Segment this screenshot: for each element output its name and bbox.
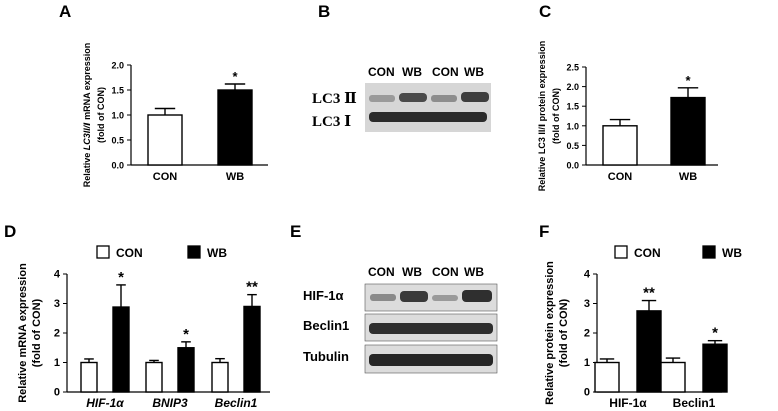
y-axis-title-part-a: Relative [82,150,92,187]
significance-d-wb-1: * [183,326,189,343]
bar-d-wb-2 [243,305,261,393]
blot-e-lane-1: CON [368,265,395,279]
blot-b-lane-1: CON [368,65,395,79]
y-tick-label-c: 0.5 [566,141,579,151]
x-tick-label-f: HIF-1α [609,396,647,410]
significance-f-wb-0: ** [643,285,655,302]
y-tick-label-f: 0 [584,387,590,399]
significance-a-1: * [232,69,238,84]
y-tick-label-f: 2 [584,328,590,340]
legend-swatch-f-wb [702,245,716,259]
significance-d-wb-0: * [118,269,124,286]
panel-label-d: D [4,222,16,241]
y-tick-label-d: 0 [54,387,60,399]
y-axis-subtitle-d: (fold of CON) [31,298,43,367]
bar-a-0 [147,114,183,166]
y-tick-label-a: 0.0 [111,161,124,171]
bar-d-con-2 [211,361,229,393]
y-tick-label-d: 1 [54,357,60,369]
blot-e-row-tubulin: Tubulin [303,349,349,364]
bar-f-wb-1 [702,343,728,393]
bar-c-0 [602,125,638,166]
bar-d-con-1 [145,361,163,393]
blot-e-bands [369,290,493,366]
y-tick-label-d: 3 [54,298,60,310]
blot-e-lane-3: CON [432,265,459,279]
y-tick-label-c: 2.0 [566,82,579,92]
y-tick-label-d: 4 [54,269,61,281]
legend-swatch-f-con [614,245,628,259]
y-axis-title-f: Relative protein expression [544,261,556,405]
legend-label-f-wb: WB [722,246,742,260]
y-axis-subtitle-c: (fold of CON) [551,88,561,144]
panel-label-e: E [290,222,301,241]
bar-f-wb-0 [636,310,662,393]
blot-b-row-lc3-i: LC3 Ⅰ [312,114,351,130]
blot-b: CON WB CON WB LC3 Ⅱ LC3 Ⅰ [312,65,491,132]
y-tick-label-a: 1.0 [111,111,124,121]
chart-f: 0 1 2 3 4 Relative protein expression (fold of… [544,245,742,410]
chart-a: 0.0 0.5 1.0 1.5 2.0 Relative LC3II/Ⅰ mRNA exp… [82,43,268,188]
y-tick-label-c: 1.5 [566,102,579,112]
y-tick-label-f: 4 [584,269,591,281]
x-tick-label-c: CON [608,171,633,183]
y-tick-label-a: 1.5 [111,86,124,96]
x-tick-label-d: BNIP3 [152,396,188,410]
y-tick-label-a: 0.5 [111,136,124,146]
y-tick-label-f: 3 [584,298,590,310]
x-tick-label-f: Beclin1 [673,396,716,410]
bar-c-1 [670,96,706,166]
legend-label-d-wb: WB [207,246,227,260]
y-axis-title-part-a: LC3II/Ⅰ [82,122,92,151]
chart-c: 0.0 0.5 1.0 1.5 2.0 2.5 Relative LC3 II/Ⅰ prot… [537,41,718,191]
panel-label-c: C [539,2,551,21]
legend-swatch-d-con [96,245,110,259]
x-tick-label-d: Beclin1 [215,396,258,410]
bar-d-con-0 [80,361,98,393]
blot-e-row-beclin1: Beclin1 [303,318,349,333]
legend-label-f-con: CON [634,246,661,260]
y-tick-label-a: 2.0 [111,61,124,71]
y-tick-label-c: 0.0 [566,161,579,171]
x-tick-label-a: WB [226,171,244,183]
y-axis-subtitle-f: (fold of CON) [558,298,570,367]
legend-label-d-con: CON [116,246,143,260]
y-axis-title-part-a: mRNA expression [82,43,92,123]
panel-label-b: B [318,2,330,21]
x-tick-label-c: WB [679,171,697,183]
y-axis-subtitle-a: (fold of CON) [96,87,106,143]
blot-e-row-hif: HIF-1α [303,288,344,303]
x-tick-label-d: HIF-1α [86,396,124,410]
blot-b-lane-3: CON [432,65,459,79]
panel-label-a: A [59,2,71,21]
y-tick-label-c: 1.0 [566,121,579,131]
significance-c-1: * [685,73,691,88]
blot-b-membrane [365,83,491,132]
blot-e-lane-2: WB [402,265,422,279]
y-tick-label-d: 2 [54,328,60,340]
blot-e-lane-4: WB [464,265,484,279]
x-tick-label-a: CON [153,171,178,183]
y-tick-label-f: 1 [584,357,590,369]
bar-f-con-1 [660,361,686,393]
chart-d: 0 1 2 3 4 Relative mRNA expression (fold of CO… [17,245,270,410]
bar-d-wb-0 [112,306,130,393]
y-axis-title-c: Relative LC3 II/Ⅰ protein expression [537,41,547,191]
significance-d-wb-2: ** [246,279,258,296]
y-axis-title-a: Relative LC3II/Ⅰ mRNA expression [82,43,92,188]
bar-f-con-0 [594,361,620,393]
bar-d-wb-1 [177,347,195,393]
blot-b-lane-2: WB [402,65,422,79]
panel-label-f: F [539,222,549,241]
blot-e: CON WB CON WB HIF-1α Beclin1 Tubulin [303,265,498,374]
blot-b-row-lc3-ii: LC3 Ⅱ [312,91,357,107]
y-tick-label-c: 2.5 [566,63,579,73]
legend-swatch-d-wb [187,245,201,259]
significance-f-wb-1: * [712,325,718,342]
y-axis-title-d: Relative mRNA expression [17,263,29,403]
blot-b-bands [369,92,489,122]
bar-a-1 [217,89,253,166]
blot-b-lane-4: WB [464,65,484,79]
